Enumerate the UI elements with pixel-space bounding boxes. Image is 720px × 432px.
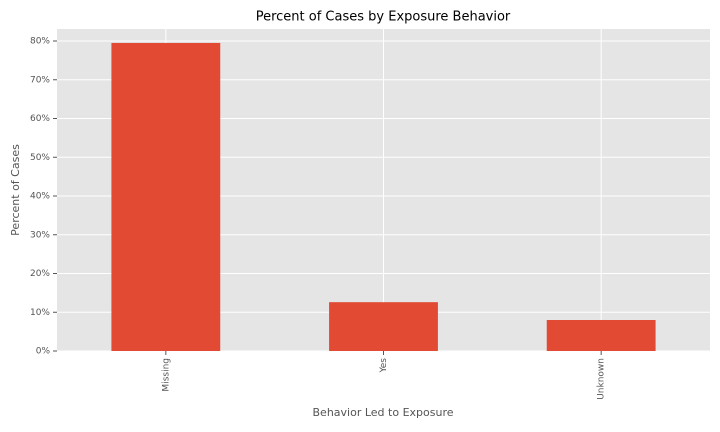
x-tick-label: Yes — [379, 358, 389, 374]
y-tick-label: 30% — [30, 230, 50, 240]
y-tick-label: 20% — [30, 269, 50, 279]
bar — [546, 320, 656, 351]
y-tick-label: 80% — [30, 37, 50, 47]
y-axis-label: Percent of Cases — [9, 144, 22, 236]
y-tick-label: 60% — [30, 114, 50, 124]
x-tick-label: Unknown — [597, 358, 607, 400]
y-tick-label: 40% — [30, 192, 50, 202]
x-tick-label: Missing — [161, 358, 171, 392]
bar — [329, 302, 438, 351]
y-tick-label: 10% — [30, 308, 50, 318]
y-tick-label: 50% — [30, 153, 50, 163]
y-tick-label: 0% — [36, 347, 51, 357]
x-axis-label: Behavior Led to Exposure — [313, 406, 454, 419]
chart-title: Percent of Cases by Exposure Behavior — [256, 10, 511, 25]
bar — [111, 42, 221, 351]
y-tick-label: 70% — [30, 75, 50, 85]
